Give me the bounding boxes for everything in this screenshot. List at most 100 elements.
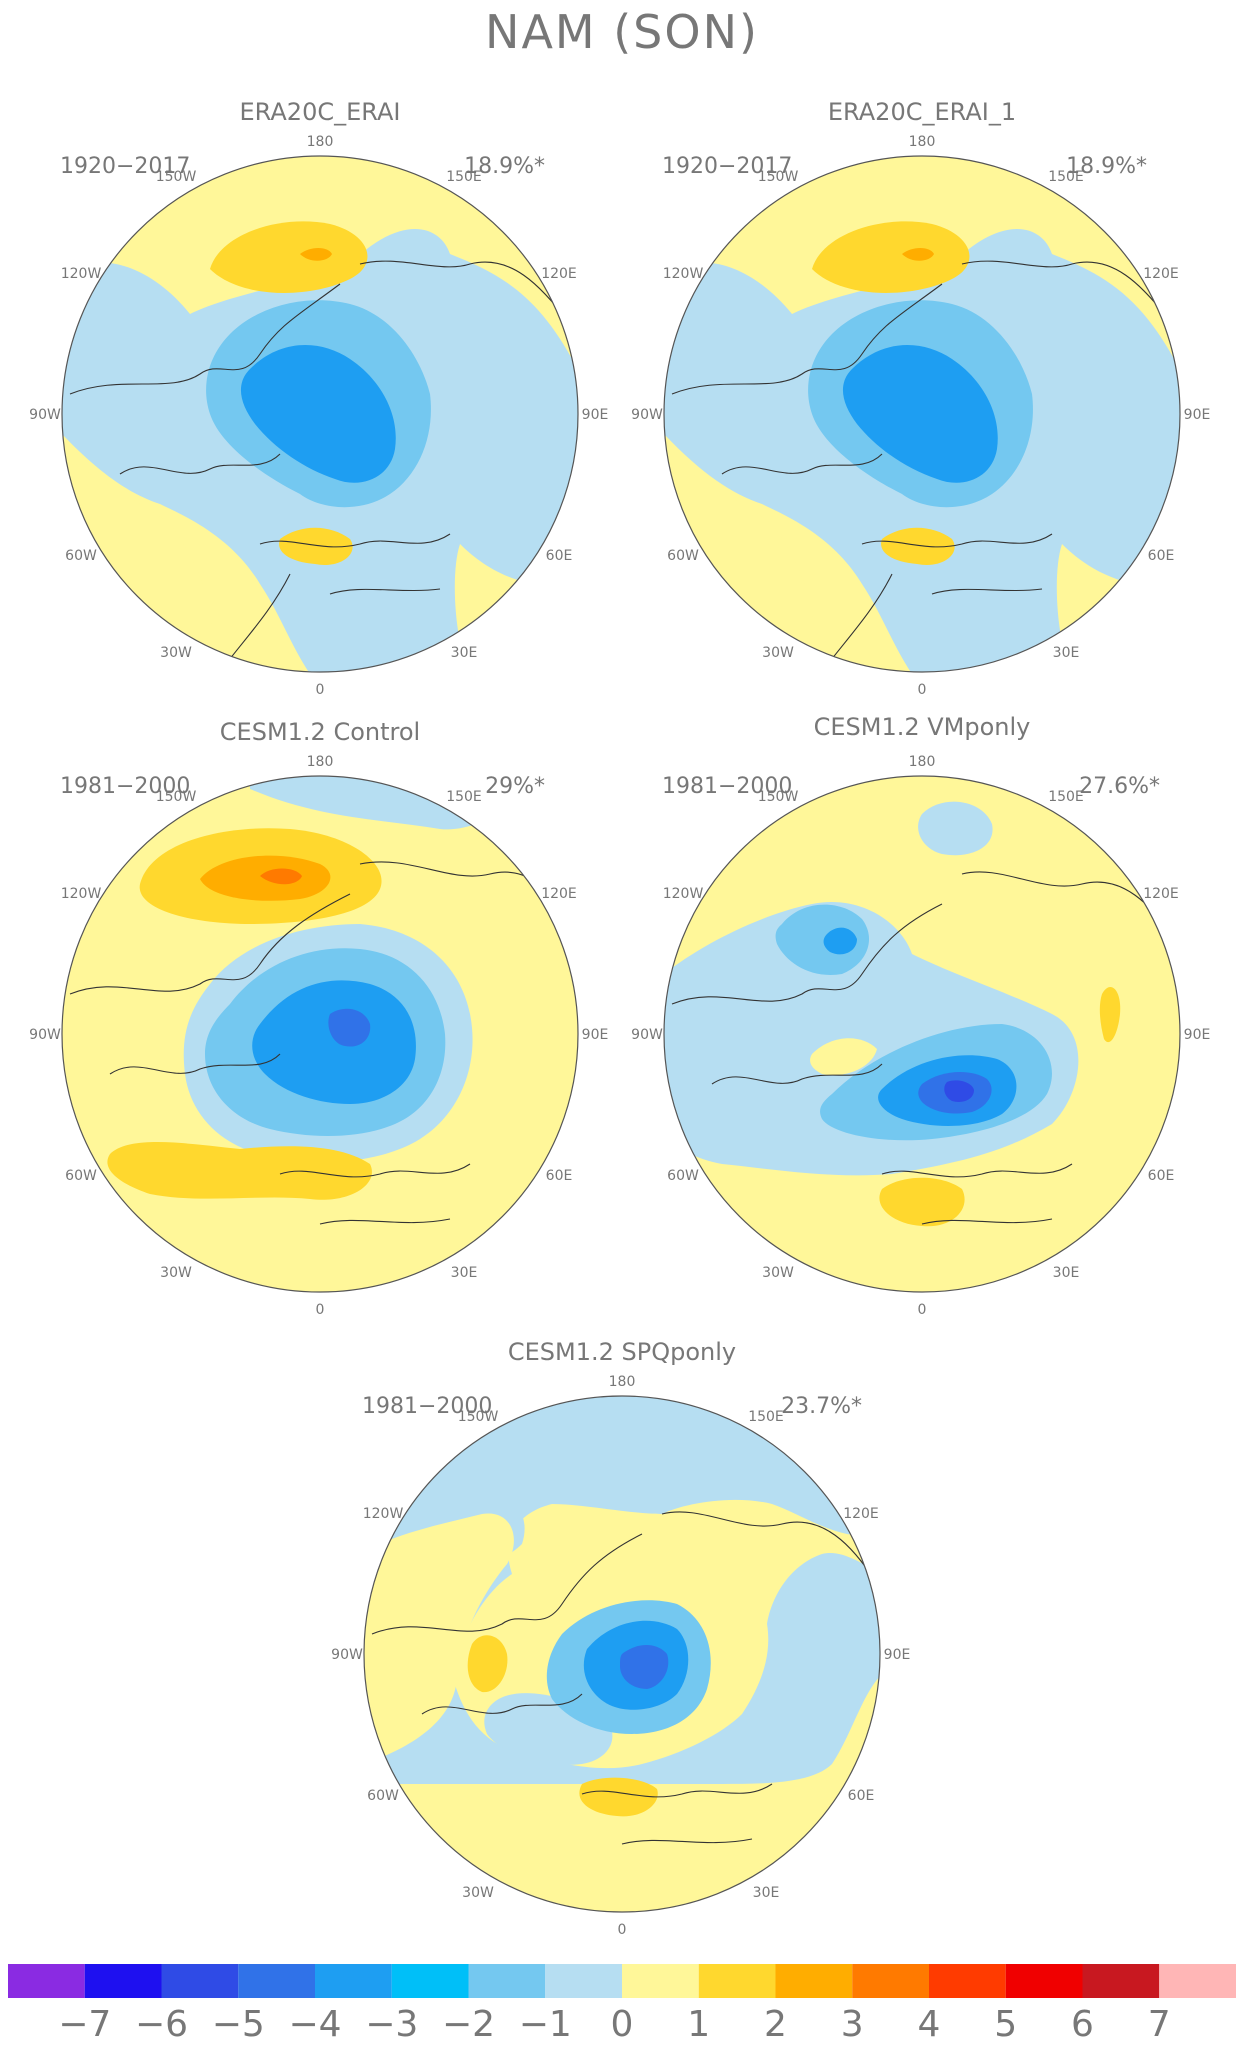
lon-label: 60W bbox=[65, 1168, 97, 1184]
lon-label: 180 bbox=[909, 754, 936, 770]
polar-map: 180 150E 120E 90E 60E 30E 0 30W 60W 90W … bbox=[631, 134, 1210, 698]
field-plus1-region bbox=[210, 221, 368, 293]
panel-period: 1920−2017 bbox=[60, 154, 190, 179]
colorbar-box bbox=[468, 1964, 546, 1998]
panel-era20c-erai-1: ERA20C_ERAI_1 1920−2017 18.9%* 180 150E … bbox=[631, 98, 1210, 698]
colorbar-tick-label: 2 bbox=[764, 2004, 787, 2045]
colorbar-box bbox=[1005, 1964, 1083, 1998]
field-plus1-region bbox=[579, 1777, 658, 1817]
lon-label: 120W bbox=[61, 266, 102, 282]
lon-label: 0 bbox=[918, 1302, 927, 1318]
lon-label: 0 bbox=[316, 1302, 325, 1318]
field-minus4-region bbox=[944, 1080, 974, 1102]
colorbar-tick-label: 4 bbox=[918, 2004, 941, 2045]
panel-period: 1981−2000 bbox=[362, 1394, 492, 1419]
colorbar-tick-label: −2 bbox=[442, 2004, 495, 2045]
colorbar-box bbox=[698, 1964, 776, 1998]
colorbar-box bbox=[391, 1964, 469, 1998]
lon-label: 60W bbox=[667, 1168, 699, 1184]
panel-period: 1981−2000 bbox=[662, 774, 792, 799]
colorbar-tick-label: −6 bbox=[135, 2004, 188, 2045]
colorbar-box bbox=[775, 1964, 853, 1998]
colorbar-box bbox=[929, 1964, 1006, 1998]
lon-label: 60E bbox=[1148, 548, 1175, 564]
field-minus2-region bbox=[252, 980, 416, 1104]
panel-title: ERA20C_ERAI_1 bbox=[828, 98, 1016, 126]
field-plus1-region bbox=[812, 221, 970, 293]
map-border bbox=[663, 775, 1181, 1293]
lon-label: 90E bbox=[1184, 1027, 1211, 1043]
colorbar-tick-label: −3 bbox=[365, 2004, 418, 2045]
lon-label: 90E bbox=[582, 1027, 609, 1043]
lon-label: 30W bbox=[160, 645, 192, 661]
lon-label: 180 bbox=[307, 134, 334, 150]
panel-title: CESM1.2 VMponly bbox=[814, 713, 1031, 741]
field-negative-region bbox=[918, 801, 993, 856]
lon-label: 30W bbox=[762, 645, 794, 661]
coastline bbox=[371, 1511, 878, 1845]
lon-label: 60E bbox=[848, 1788, 875, 1804]
lon-label: 120E bbox=[541, 886, 577, 902]
polar-map: 180 150E 120E 90E 60E 30E 0 30W 60W 90W … bbox=[29, 134, 608, 698]
lon-label: 120E bbox=[1143, 266, 1179, 282]
map-border bbox=[61, 775, 579, 1293]
colorbar-box bbox=[8, 1964, 85, 1998]
lon-label: 60W bbox=[65, 548, 97, 564]
colorbar-box bbox=[315, 1964, 392, 1998]
field-plus1-region bbox=[879, 1177, 965, 1227]
lon-label: 60E bbox=[1148, 1168, 1175, 1184]
field-plus1-region bbox=[1099, 986, 1121, 1043]
colorbar-box bbox=[852, 1964, 929, 1998]
lon-label: 90W bbox=[331, 1647, 363, 1663]
colorbar-tick-label: −5 bbox=[212, 2004, 265, 2045]
lon-label: 30W bbox=[762, 1265, 794, 1281]
lon-label: 30E bbox=[1053, 1265, 1080, 1281]
panel-cesm-spqponly: CESM1.2 SPQponly 1981−2000 23.7%* 180 bbox=[331, 1338, 910, 1938]
lon-label: 120W bbox=[663, 266, 704, 282]
field-plus3-region bbox=[260, 868, 302, 885]
coastline bbox=[69, 260, 571, 672]
longitude-labels: 180 150E 120E 90E 60E 30E 0 30W 60W 90W … bbox=[29, 134, 608, 698]
colorbar-tick-label: −1 bbox=[519, 2004, 572, 2045]
lon-label: 90E bbox=[884, 1647, 911, 1663]
lon-label: 150W bbox=[458, 1409, 499, 1425]
colorbar-box bbox=[161, 1964, 239, 1998]
colorbar-box bbox=[622, 1964, 699, 1998]
lon-label: 60W bbox=[667, 548, 699, 564]
field-negative-region bbox=[620, 1445, 660, 1484]
colorbar-tick-label: 7 bbox=[1148, 2004, 1171, 2045]
field-plus1-region bbox=[467, 1635, 508, 1693]
polar-map: 180 150E 120E 90E 60E 30E 0 30W 60W 90W … bbox=[631, 754, 1210, 1318]
colorbar: −7 −6 −5 −4 −3 −2 −1 0 1 2 3 4 5 6 7 bbox=[8, 1964, 1236, 2045]
lon-label: 150E bbox=[446, 169, 482, 185]
lon-label: 30W bbox=[462, 1885, 494, 1901]
panel-period: 1981−2000 bbox=[60, 774, 190, 799]
colorbar-box bbox=[1082, 1964, 1160, 1998]
field-minus2-region bbox=[823, 927, 857, 955]
coastline bbox=[671, 871, 1178, 1225]
field-plus2-region bbox=[300, 248, 332, 261]
lon-label: 120E bbox=[1143, 886, 1179, 902]
field-minus2-region bbox=[240, 345, 396, 483]
lon-label: 150E bbox=[1048, 169, 1084, 185]
lon-label: 120W bbox=[61, 886, 102, 902]
lon-label: 150E bbox=[748, 1409, 784, 1425]
lon-label: 30E bbox=[753, 1885, 780, 1901]
lon-label: 180 bbox=[909, 134, 936, 150]
colorbar-box bbox=[1159, 1964, 1236, 1998]
field-plus1-region bbox=[279, 527, 353, 565]
lon-label: 30E bbox=[451, 1265, 478, 1281]
lon-label: 30E bbox=[1053, 645, 1080, 661]
panel-period: 1920−2017 bbox=[662, 154, 792, 179]
lon-label: 90E bbox=[1184, 407, 1211, 423]
field-positive-region bbox=[810, 1038, 877, 1076]
panel-title: ERA20C_ERAI bbox=[240, 98, 401, 126]
colorbar-tick-label: 6 bbox=[1071, 2004, 1094, 2045]
lon-label: 60W bbox=[367, 1788, 399, 1804]
colorbar-tick-label: 1 bbox=[687, 2004, 710, 2045]
panel-era20c-erai: ERA20C_ERAI 1920−2017 18.9%* 180 150E 12… bbox=[29, 98, 608, 698]
panel-variance: 18.9%* bbox=[464, 154, 545, 179]
panel-title: CESM1.2 Control bbox=[220, 718, 420, 746]
longitude-labels: 180 150E 120E 90E 60E 30E 0 30W 60W 90W … bbox=[631, 134, 1210, 698]
